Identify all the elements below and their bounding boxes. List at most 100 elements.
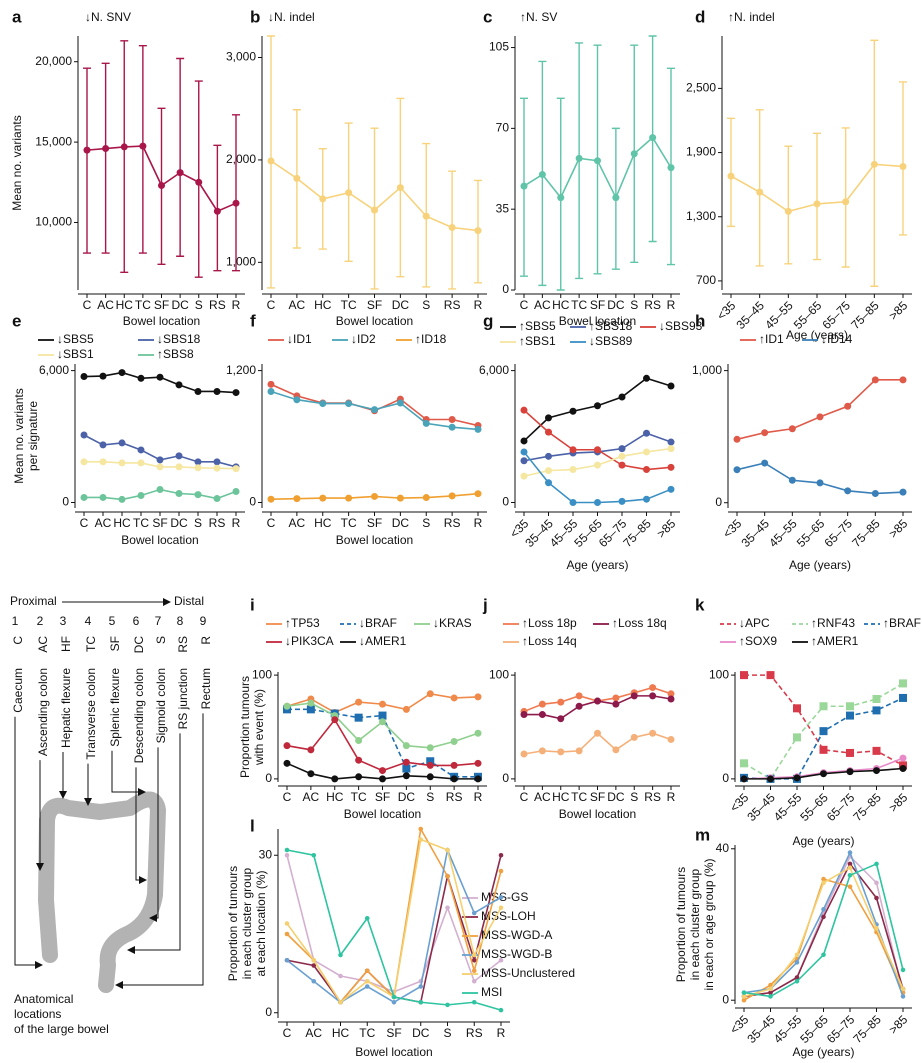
data-point — [499, 895, 504, 900]
x-tick-label: 65–75 — [820, 298, 854, 332]
data-point — [233, 488, 240, 495]
data-point — [365, 916, 370, 921]
y-tick-label: 100 — [709, 667, 729, 681]
x-axis-label: Bowel location — [344, 807, 421, 821]
data-point — [451, 775, 458, 782]
data-point — [821, 881, 826, 886]
legend-label: ↓ID1 — [287, 332, 312, 346]
data-point — [817, 413, 824, 420]
data-point — [451, 694, 458, 701]
data-point — [576, 155, 583, 162]
location-number: 5 — [109, 614, 116, 628]
data-point — [293, 175, 300, 182]
data-point — [521, 711, 528, 718]
data-point — [900, 489, 907, 496]
data-point — [668, 439, 675, 446]
panel-letter: j — [482, 595, 488, 614]
data-point — [846, 702, 854, 710]
data-point — [403, 742, 410, 749]
x-tick-label: HC — [314, 298, 332, 312]
x-tick-label: 35–45 — [734, 298, 768, 332]
y-tick-label: 0 — [502, 495, 509, 509]
data-point — [901, 994, 906, 999]
legend-label: ↓SBS18 — [157, 332, 201, 346]
x-tick-label: AC — [95, 516, 112, 530]
data-point — [214, 495, 221, 502]
data-point — [872, 490, 879, 497]
x-tick-label: RS — [209, 298, 226, 312]
error-bar — [784, 146, 792, 264]
x-tick-label: DC — [392, 298, 410, 312]
data-point — [307, 700, 314, 707]
x-tick-label: AC — [289, 298, 306, 312]
data-point — [820, 727, 828, 735]
y-tick-label: 100 — [252, 667, 272, 681]
y-tick-label: 15,000 — [35, 134, 72, 148]
location-abbreviation: R — [199, 636, 213, 645]
legend-label: ↓ID14 — [821, 332, 853, 346]
data-point — [177, 169, 184, 176]
data-point — [557, 715, 564, 722]
x-tick-label: C — [267, 298, 276, 312]
x-tick-label: AC — [534, 790, 551, 804]
data-point — [379, 701, 386, 708]
data-point — [820, 770, 827, 777]
panel-letter: k — [695, 595, 705, 614]
location-number: 2 — [37, 614, 44, 628]
legend-label: MSS-Unclustered — [481, 966, 575, 980]
data-point — [900, 755, 907, 762]
data-point — [475, 730, 482, 737]
x-tick-label: 75–85 — [850, 790, 884, 824]
data-point — [338, 1000, 343, 1005]
data-point — [472, 968, 477, 973]
data-point — [874, 896, 879, 901]
location-number: 7 — [155, 614, 162, 628]
error-bar — [727, 118, 735, 226]
data-point — [557, 699, 564, 706]
data-point — [631, 150, 638, 157]
x-tick-label: RS — [444, 298, 461, 312]
x-tick-label: HC — [113, 516, 131, 530]
location-name: Sigmoid colon — [154, 668, 168, 743]
x-tick-label: AC — [97, 298, 114, 312]
x-tick-label: AC — [303, 790, 320, 804]
location-abbreviation: DC — [132, 636, 146, 654]
legend-label: MSS-WGD-B — [481, 947, 552, 961]
data-point — [214, 465, 221, 472]
data-point — [521, 437, 528, 444]
legend-label: ↓BRAF — [359, 616, 397, 630]
data-point — [874, 862, 879, 867]
data-point — [268, 388, 275, 395]
panel-letter: h — [695, 311, 705, 330]
y-axis-label: Proportion of tumours — [226, 866, 240, 981]
data-point — [423, 494, 430, 501]
data-point — [619, 393, 626, 400]
data-point — [365, 979, 370, 984]
panel-title: ↑N. indel — [728, 10, 775, 24]
data-point — [100, 458, 107, 465]
x-tick-label: C — [83, 298, 92, 312]
y-axis-label: Mean no. variants — [12, 388, 26, 483]
x-tick-label: HC — [314, 516, 332, 530]
legend-label: ↓SBS5 — [57, 332, 94, 346]
data-point — [612, 746, 619, 753]
x-tick-label: SF — [367, 516, 382, 530]
data-point — [789, 477, 796, 484]
data-point — [427, 744, 434, 751]
data-point — [643, 496, 650, 503]
data-point — [576, 747, 583, 754]
data-point — [319, 195, 326, 202]
location-number: 6 — [133, 614, 140, 628]
data-point — [499, 869, 504, 874]
data-point — [214, 458, 221, 465]
x-tick-label: 45–55 — [766, 516, 800, 550]
data-point — [311, 979, 316, 984]
error-bar — [756, 110, 764, 266]
data-point — [740, 671, 748, 679]
x-tick-label: S — [195, 298, 203, 312]
y-tick-label: 2,000 — [226, 152, 256, 166]
x-tick-label: TC — [133, 516, 149, 530]
location-abbreviation: AC — [36, 636, 50, 653]
data-point — [539, 701, 546, 708]
x-tick-label: 45–55 — [762, 298, 796, 332]
